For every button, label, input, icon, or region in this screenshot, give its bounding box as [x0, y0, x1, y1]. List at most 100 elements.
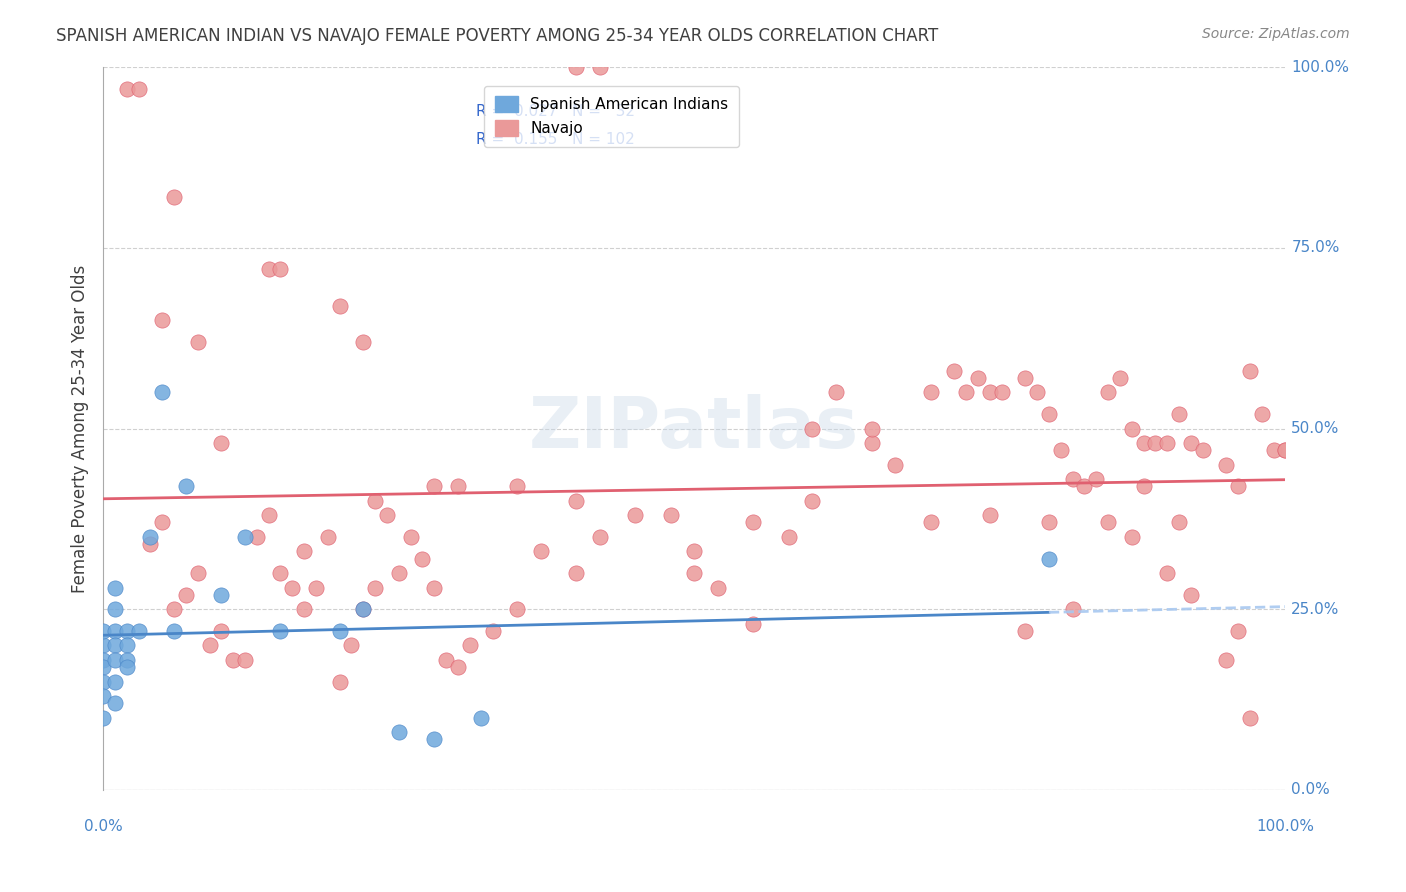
Point: [150, 385, 173, 400]
Point: [1168, 516, 1191, 530]
Point: [1038, 551, 1060, 566]
Point: [316, 530, 339, 544]
Point: [411, 551, 433, 566]
Text: R =  0.027   N =   32: R = 0.027 N = 32: [475, 104, 634, 120]
Point: [305, 581, 328, 595]
Point: [1014, 371, 1036, 385]
Point: [1274, 443, 1296, 458]
Point: [1263, 443, 1285, 458]
Point: [163, 602, 186, 616]
Point: [778, 530, 800, 544]
Point: [1132, 479, 1154, 493]
Point: [742, 516, 765, 530]
Point: [150, 313, 173, 327]
Point: [292, 544, 315, 558]
Point: [884, 458, 907, 472]
Point: [565, 566, 588, 580]
Point: [209, 436, 232, 450]
Point: [1097, 385, 1119, 400]
Point: [91, 660, 114, 674]
Point: [825, 385, 848, 400]
Point: [1097, 516, 1119, 530]
Point: [860, 421, 883, 435]
Point: [1026, 385, 1049, 400]
Point: [128, 82, 150, 96]
Point: [209, 624, 232, 638]
Point: [233, 653, 256, 667]
Point: [174, 588, 197, 602]
Point: [329, 299, 352, 313]
Point: [222, 653, 245, 667]
Point: [104, 581, 127, 595]
Point: [943, 364, 966, 378]
Point: [1215, 653, 1237, 667]
Point: [340, 638, 363, 652]
Point: [1250, 407, 1272, 421]
Point: [91, 711, 114, 725]
Point: [1180, 436, 1202, 450]
Point: [1073, 479, 1095, 493]
Point: [1108, 371, 1130, 385]
Point: [104, 638, 127, 652]
Point: [174, 479, 197, 493]
Point: [115, 624, 138, 638]
Point: [329, 624, 352, 638]
Point: [565, 493, 588, 508]
Point: [115, 660, 138, 674]
Point: [269, 566, 291, 580]
Point: [104, 624, 127, 638]
Point: [683, 544, 706, 558]
Point: [1038, 407, 1060, 421]
Point: [209, 588, 232, 602]
Point: [860, 436, 883, 450]
Text: 100.0%: 100.0%: [1291, 60, 1350, 75]
Point: [269, 262, 291, 277]
Point: [91, 624, 114, 638]
Point: [1121, 530, 1143, 544]
Point: [1121, 421, 1143, 435]
Point: [801, 421, 824, 435]
Point: [233, 530, 256, 544]
Point: [115, 638, 138, 652]
Point: [1274, 443, 1296, 458]
Point: [423, 732, 446, 747]
Point: [269, 624, 291, 638]
Point: [91, 689, 114, 703]
Point: [128, 624, 150, 638]
Point: [979, 508, 1001, 523]
Point: [1014, 624, 1036, 638]
Point: [458, 638, 481, 652]
Point: [506, 602, 529, 616]
Point: [375, 508, 398, 523]
Point: [589, 530, 612, 544]
Point: [364, 493, 387, 508]
Point: [163, 190, 186, 204]
Text: 0.0%: 0.0%: [84, 819, 122, 834]
Point: [1038, 516, 1060, 530]
Point: [150, 516, 173, 530]
Point: [91, 638, 114, 652]
Point: [1156, 436, 1178, 450]
Point: [1180, 588, 1202, 602]
Point: [91, 653, 114, 667]
Point: [565, 60, 588, 74]
Point: [399, 530, 422, 544]
Text: ZIPatlas: ZIPatlas: [529, 394, 859, 463]
Point: [920, 516, 942, 530]
Point: [920, 385, 942, 400]
Text: 25.0%: 25.0%: [1291, 602, 1340, 616]
Point: [388, 725, 411, 739]
Point: [257, 262, 280, 277]
Point: [187, 566, 209, 580]
Point: [198, 638, 221, 652]
Point: [1191, 443, 1213, 458]
Point: [115, 653, 138, 667]
Point: [979, 385, 1001, 400]
Point: [1085, 472, 1108, 486]
Point: [1144, 436, 1167, 450]
Point: [742, 616, 765, 631]
Point: [104, 653, 127, 667]
Text: 75.0%: 75.0%: [1291, 240, 1340, 255]
Point: [1049, 443, 1071, 458]
Point: [801, 493, 824, 508]
